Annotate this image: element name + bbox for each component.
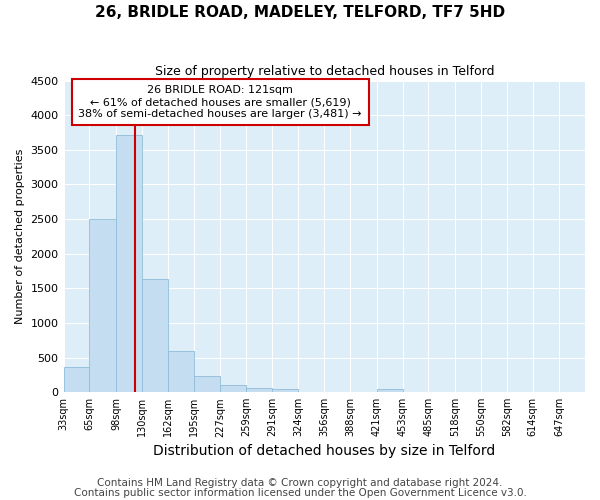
Y-axis label: Number of detached properties: Number of detached properties — [15, 148, 25, 324]
Bar — [89, 219, 116, 392]
Bar — [272, 388, 298, 392]
Text: 26, BRIDLE ROAD, MADELEY, TELFORD, TF7 5HD: 26, BRIDLE ROAD, MADELEY, TELFORD, TF7 5… — [95, 5, 505, 20]
Text: Contains public sector information licensed under the Open Government Licence v3: Contains public sector information licen… — [74, 488, 526, 498]
X-axis label: Distribution of detached houses by size in Telford: Distribution of detached houses by size … — [153, 444, 496, 458]
Bar — [246, 388, 272, 392]
Title: Size of property relative to detached houses in Telford: Size of property relative to detached ho… — [155, 65, 494, 78]
Bar — [377, 388, 403, 392]
Bar — [142, 278, 167, 392]
Text: 26 BRIDLE ROAD: 121sqm
← 61% of detached houses are smaller (5,619)
38% of semi-: 26 BRIDLE ROAD: 121sqm ← 61% of detached… — [79, 86, 362, 118]
Bar — [167, 350, 194, 392]
Bar — [64, 366, 89, 392]
Text: Contains HM Land Registry data © Crown copyright and database right 2024.: Contains HM Land Registry data © Crown c… — [97, 478, 503, 488]
Bar — [194, 376, 220, 392]
Bar — [116, 134, 142, 392]
Bar — [220, 386, 246, 392]
